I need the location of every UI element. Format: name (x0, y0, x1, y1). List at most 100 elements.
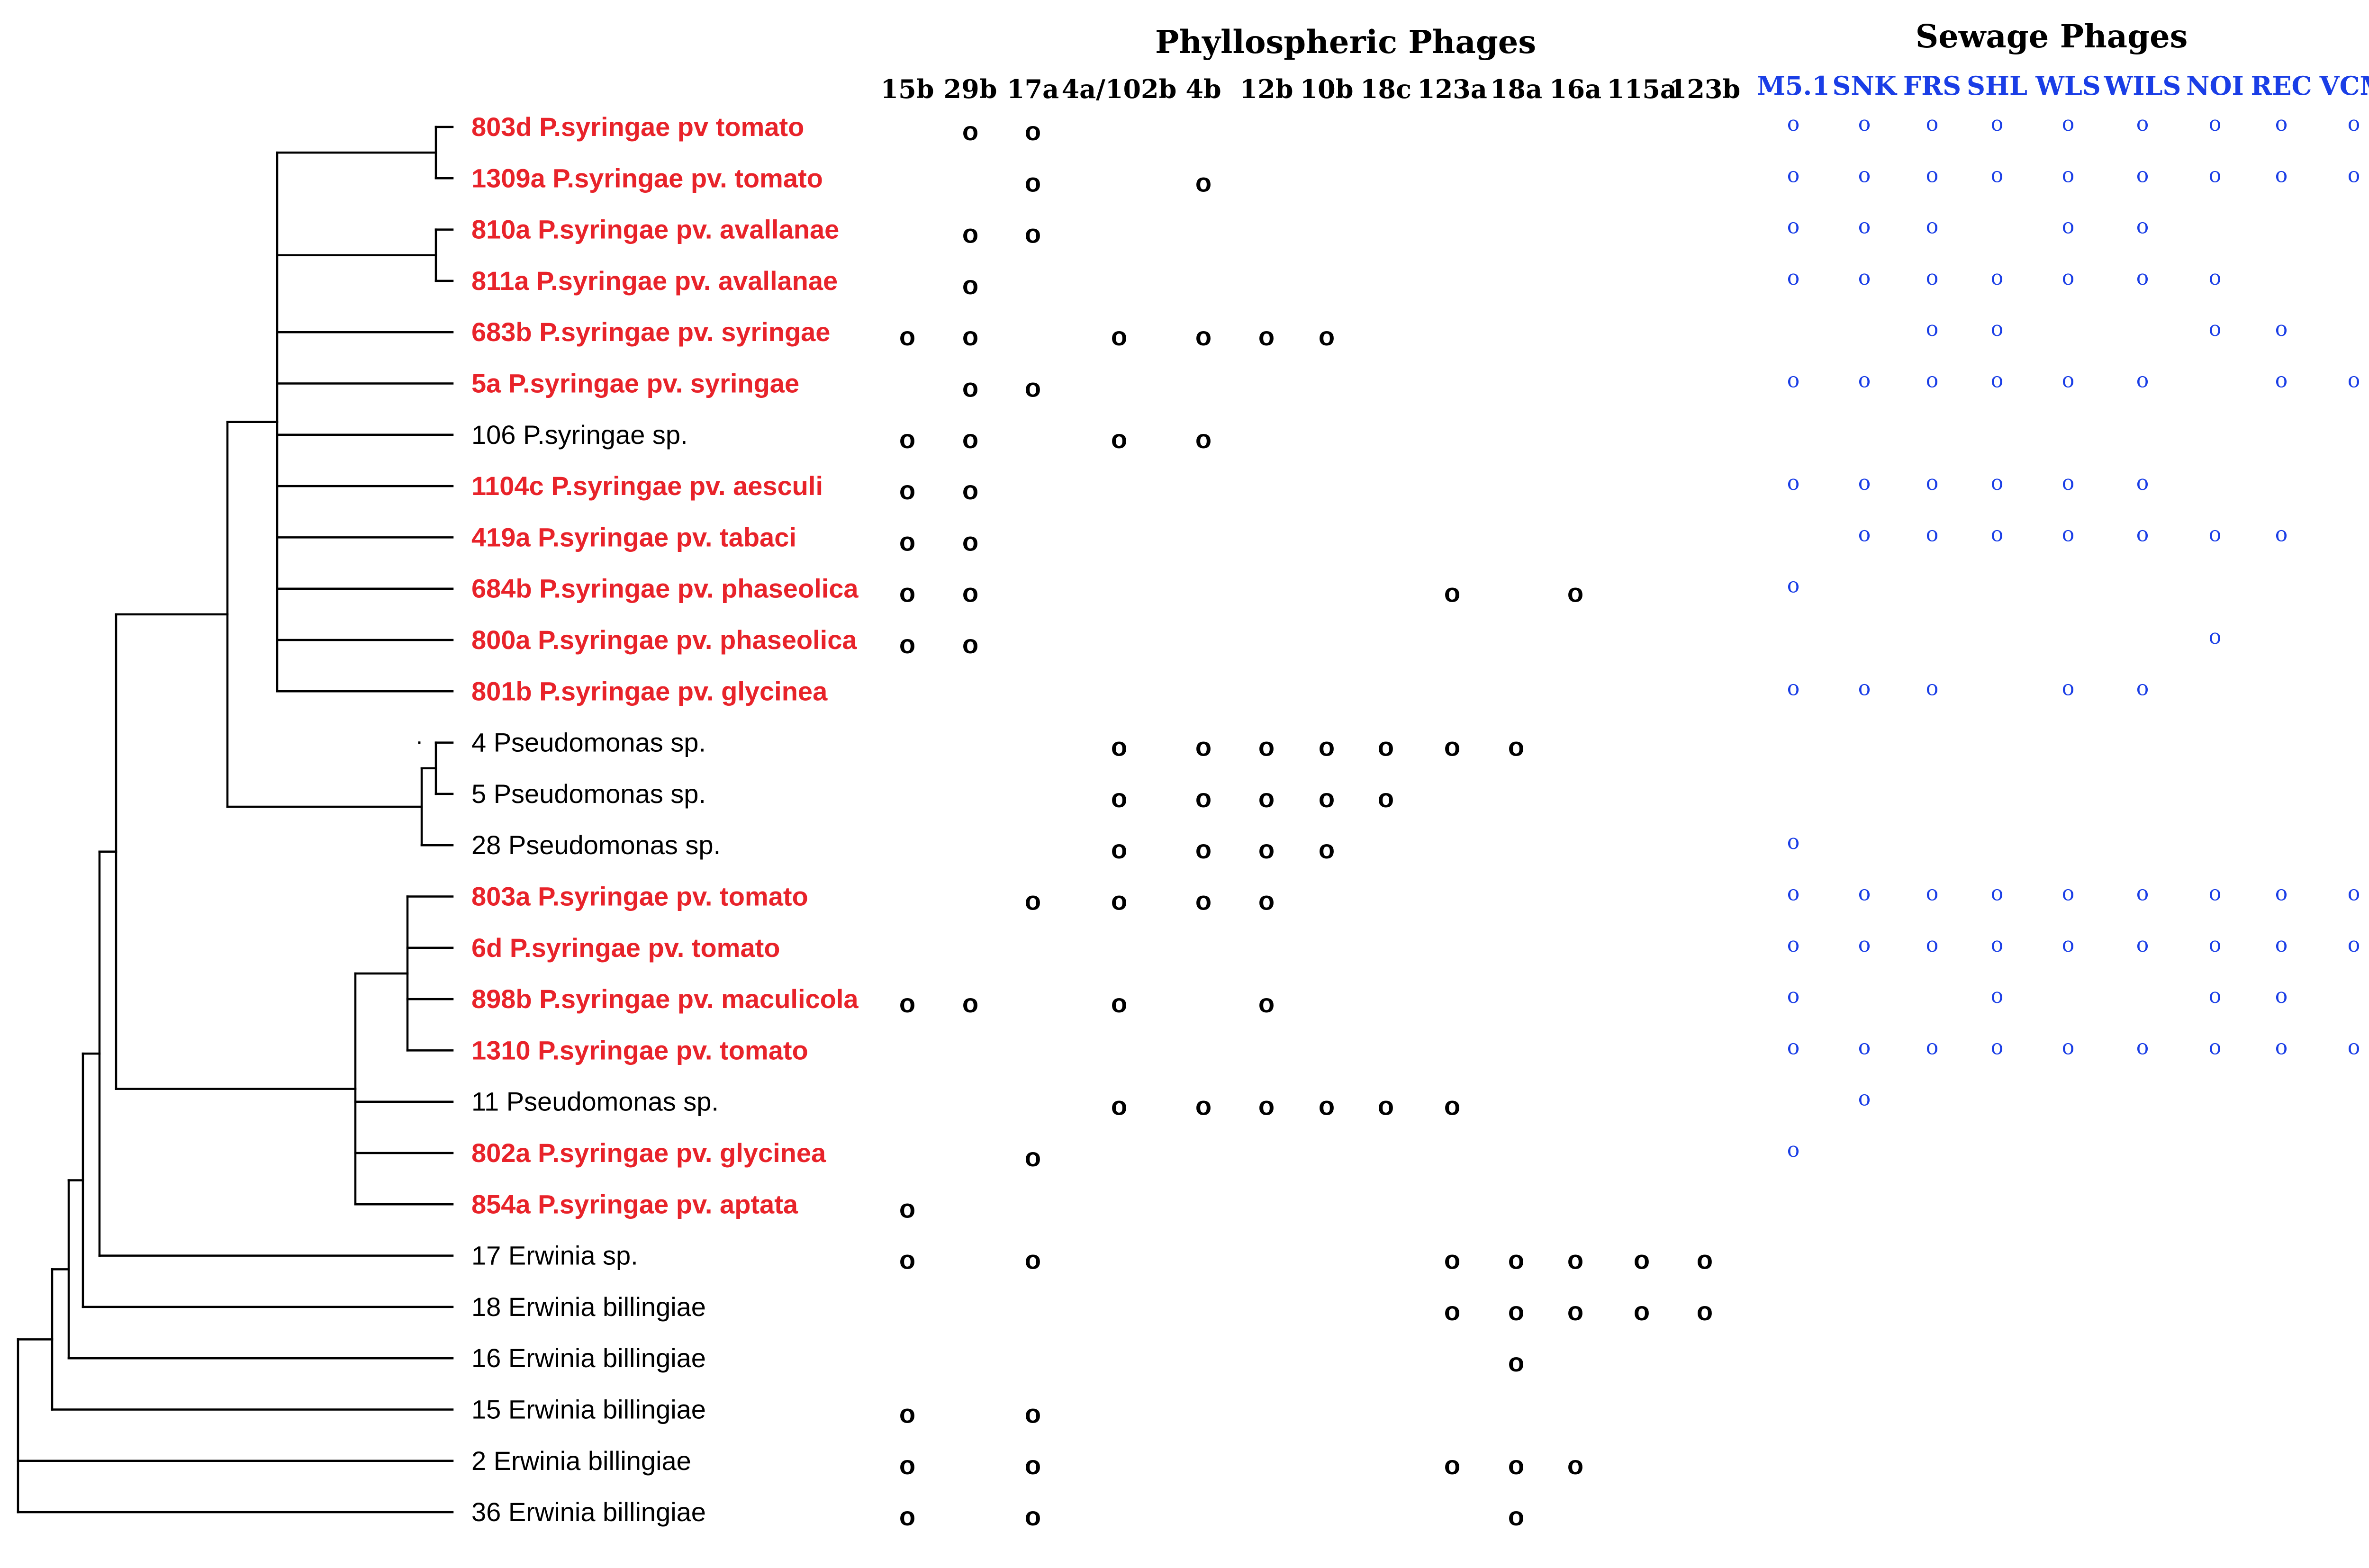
sewage-susceptibility-mark: o (2275, 1035, 2288, 1059)
sewage-col-header: REC (2251, 71, 2312, 101)
sewage-susceptibility-mark: o (2348, 112, 2360, 136)
phyllo-susceptibility-mark: o (1258, 834, 1275, 864)
sewage-col-header: SNK (1832, 71, 1897, 101)
phyllo-susceptibility-mark: o (1025, 886, 1041, 916)
phyllo-susceptibility-mark: o (1444, 1296, 1460, 1326)
strain-label: 5a P.syringae pv. syringae (471, 369, 799, 398)
sewage-susceptibility-mark: o (2209, 984, 2222, 1008)
phyllo-susceptibility-mark: o (1195, 732, 1212, 762)
phyllo-susceptibility-mark: o (899, 578, 915, 608)
phyllo-susceptibility-mark: o (1025, 167, 1041, 197)
phyllo-susceptibility-mark: o (1508, 1296, 1524, 1326)
strain-label: 803d P.syringae pv tomato (471, 112, 804, 142)
sewage-susceptibility-mark: o (2209, 933, 2222, 957)
sewage-susceptibility-mark: o (2275, 112, 2288, 136)
sewage-susceptibility-mark: o (2136, 215, 2149, 239)
strain-label: 11 Pseudomonas sp. (471, 1087, 719, 1117)
strain-label: 28 Pseudomonas sp. (471, 830, 721, 860)
sewage-susceptibility-mark: o (1926, 933, 1939, 957)
phyllo-susceptibility-mark: o (1111, 988, 1127, 1018)
phyllo-susceptibility-mark: o (1567, 1245, 1583, 1275)
strain-label: 683b P.syringae pv. syringae (471, 317, 830, 347)
strain-label: 419a P.syringae pv. tabaci (471, 522, 796, 552)
sewage-susceptibility-mark: o (2348, 882, 2360, 906)
sewage-col-header: M5.1 (1757, 71, 1830, 101)
phyllo-susceptibility-mark: o (1444, 732, 1460, 762)
sewage-susceptibility-mark: o (2275, 317, 2288, 341)
phyllo-susceptibility-mark: o (1025, 1245, 1041, 1275)
phyllo-susceptibility-mark: o (899, 424, 915, 454)
sewage-susceptibility-mark: o (2209, 317, 2222, 341)
phyllo-col-header: 17a (1007, 74, 1059, 104)
phyllo-susceptibility-mark: o (899, 475, 915, 505)
sewage-susceptibility-mark: o (2348, 163, 2360, 187)
sewage-susceptibility-mark: o (1787, 830, 1800, 854)
sewage-susceptibility-mark: o (1991, 163, 2004, 187)
sewage-susceptibility-mark: o (1787, 882, 1800, 906)
sewage-susceptibility-mark: o (1926, 369, 1939, 393)
phyllospheric-phages-title: Phyllospheric Phages (1155, 23, 1536, 61)
sewage-susceptibility-mark: o (1991, 471, 2004, 495)
sewage-susceptibility-mark: o (2209, 112, 2222, 136)
strain-label: 854a P.syringae pv. aptata (471, 1189, 798, 1219)
phyllo-col-header: 29b (944, 74, 997, 104)
sewage-susceptibility-mark: o (1787, 215, 1800, 239)
sewage-susceptibility-mark: o (1787, 369, 1800, 393)
sewage-susceptibility-mark: o (1926, 317, 1939, 341)
sewage-susceptibility-mark: o (1991, 933, 2004, 957)
sewage-susceptibility-mark: o (1991, 266, 2004, 290)
sewage-susceptibility-mark: o (1991, 317, 2004, 341)
sewage-susceptibility-mark: o (1858, 522, 1871, 546)
dendrogram (17, 126, 454, 1514)
sewage-susceptibility-mark: o (2136, 933, 2149, 957)
sewage-susceptibility-mark: o (2348, 933, 2360, 957)
phyllo-susceptibility-mark: o (1025, 373, 1041, 403)
strain-label: 684b P.syringae pv. phaseolica (471, 574, 859, 604)
sewage-col-header: NOI (2186, 71, 2244, 101)
sewage-susceptibility-mark: o (1926, 215, 1939, 239)
phyllo-susceptibility-mark: o (1378, 1091, 1394, 1121)
phyllo-susceptibility-mark: o (899, 526, 915, 556)
phyllo-susceptibility-mark: o (1508, 1245, 1524, 1275)
phyllo-susceptibility-mark: o (899, 1245, 915, 1275)
sewage-susceptibility-mark: o (2062, 215, 2075, 239)
strain-label: 800a P.syringae pv. phaseolica (471, 625, 857, 655)
sewage-susceptibility-mark: o (1787, 471, 1800, 495)
phyllo-susceptibility-mark: o (1567, 578, 1583, 608)
phyllo-susceptibility-mark: o (962, 270, 978, 300)
phyllo-susceptibility-mark: o (1111, 732, 1127, 762)
sewage-susceptibility-mark: o (2136, 471, 2149, 495)
sewage-susceptibility-mark: o (2062, 1035, 2075, 1059)
sewage-susceptibility-mark: o (2136, 522, 2149, 546)
sewage-susceptibility-mark: o (2136, 112, 2149, 136)
phyllo-col-header: 16a (1549, 74, 1601, 104)
phyllo-susceptibility-mark: o (962, 373, 978, 403)
sewage-susceptibility-mark: o (1926, 882, 1939, 906)
sewage-susceptibility-mark: o (1858, 676, 1871, 700)
sewage-col-header: SHL (1967, 71, 2027, 101)
phyllo-susceptibility-mark: o (1697, 1296, 1713, 1326)
sewage-col-header: VCM (2319, 71, 2369, 101)
sewage-susceptibility-mark: o (1858, 1035, 1871, 1059)
phyllo-susceptibility-mark: o (899, 321, 915, 351)
column-headers: 15b 29b 17a 4a/102b 4b 12b 10b 18c 123a 18a 16a 115… (881, 71, 2369, 104)
phyllo-susceptibility-mark: o (1195, 167, 1212, 197)
phyllo-susceptibility-mark: o (1444, 1245, 1460, 1275)
strain-label: 36 Erwinia billingiae (471, 1497, 706, 1527)
sewage-susceptibility-mark: o (2275, 163, 2288, 187)
sewage-susceptibility-mark: o (2136, 676, 2149, 700)
sewage-susceptibility-mark: o (1787, 933, 1800, 957)
phyllo-susceptibility-mark: o (1195, 321, 1212, 351)
phyllo-susceptibility-mark: o (1319, 834, 1335, 864)
sewage-susceptibility-mark: o (2275, 882, 2288, 906)
sewage-col-header: WILS (2104, 71, 2181, 101)
phyllo-susceptibility-mark: o (1258, 321, 1275, 351)
phyllo-susceptibility-mark: o (962, 219, 978, 249)
phyllo-col-header: 15b (881, 74, 934, 104)
strain-label: 1104c P.syringae pv. aesculi (471, 471, 823, 501)
sewage-susceptibility-mark: o (1991, 882, 2004, 906)
phyllo-susceptibility-mark: o (1697, 1245, 1713, 1275)
sewage-susceptibility-mark: o (2275, 984, 2288, 1008)
sewage-susceptibility-mark: o (2062, 676, 2075, 700)
